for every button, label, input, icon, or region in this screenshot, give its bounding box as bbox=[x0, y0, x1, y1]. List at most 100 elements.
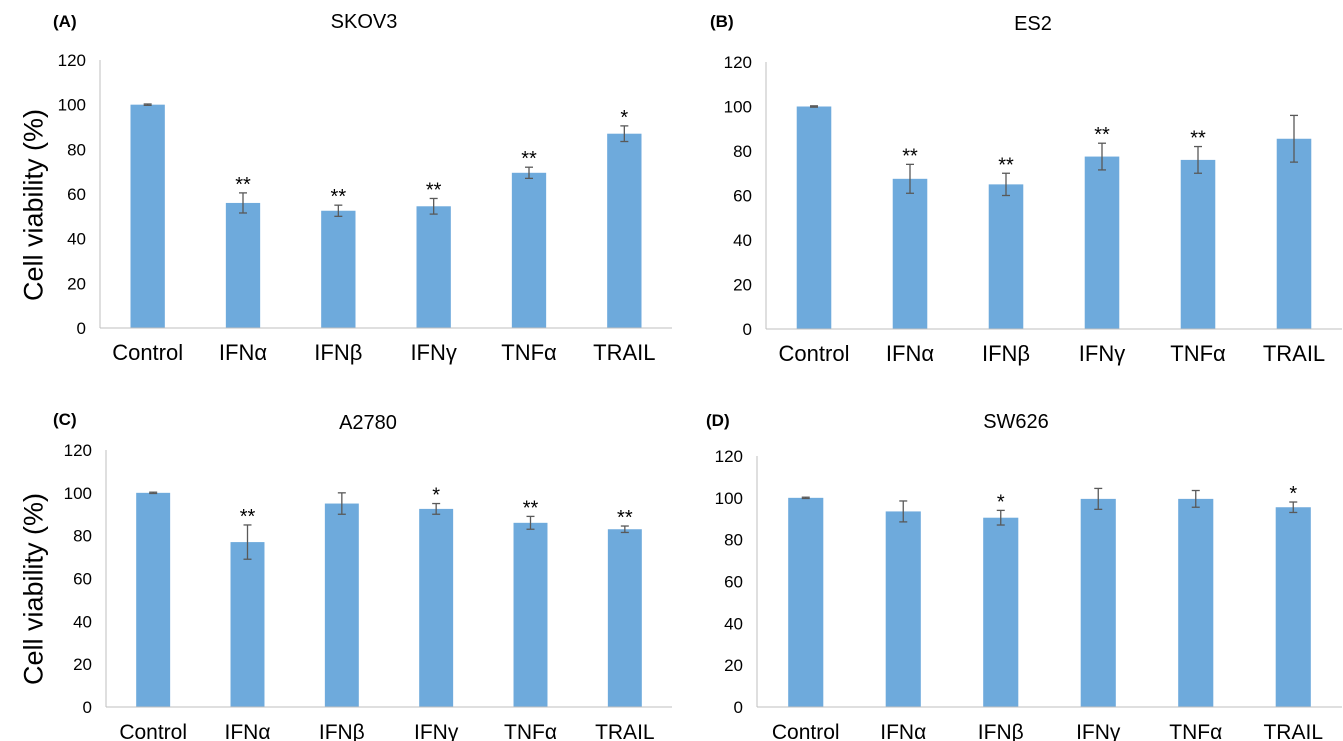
y-tick-label: 0 bbox=[743, 320, 752, 339]
significance-mark: ** bbox=[902, 145, 918, 167]
y-tick-label: 20 bbox=[733, 276, 752, 295]
error-bar bbox=[432, 502, 441, 515]
significance-mark: ** bbox=[235, 174, 251, 196]
bar-chart: 0 20 40 60 80 100 120 Control IFNα * IFNβ IFNγ TNFα *… bbox=[715, 447, 1342, 741]
x-tick-label: IFNβ bbox=[982, 341, 1030, 366]
y-tick-label: 100 bbox=[724, 98, 752, 117]
bar bbox=[136, 492, 171, 707]
x-tick-label: TRAIL bbox=[1263, 341, 1325, 366]
error-bar bbox=[1194, 145, 1202, 174]
x-tick-label: IFNα bbox=[880, 721, 926, 741]
x-tick-label: TNFα bbox=[501, 340, 557, 365]
y-tick-label: 0 bbox=[83, 698, 92, 717]
bar bbox=[1180, 159, 1216, 329]
bar bbox=[225, 202, 261, 328]
error-bar bbox=[620, 525, 629, 534]
error-bar bbox=[1002, 172, 1010, 197]
significance-mark: ** bbox=[426, 179, 442, 201]
error-bar bbox=[1191, 489, 1200, 508]
bar bbox=[607, 133, 642, 328]
error-bar bbox=[1290, 114, 1298, 163]
error-bar bbox=[429, 197, 438, 215]
bar bbox=[1080, 498, 1116, 707]
y-tick-label: 80 bbox=[67, 140, 86, 159]
significance-mark: ** bbox=[998, 154, 1014, 176]
x-tick-label: Control bbox=[112, 340, 183, 365]
bar bbox=[513, 522, 548, 707]
bar bbox=[607, 529, 642, 707]
bar bbox=[885, 511, 921, 707]
y-tick-label: 100 bbox=[715, 489, 743, 508]
y-tick-label: 120 bbox=[724, 53, 752, 72]
y-tick-label: 120 bbox=[58, 51, 86, 70]
x-tick-label: IFNβ bbox=[978, 721, 1024, 741]
error-bar bbox=[243, 524, 252, 560]
y-tick-label: 20 bbox=[67, 274, 86, 293]
x-tick-label: TNFα bbox=[1170, 341, 1226, 366]
y-tick-label: 40 bbox=[67, 230, 86, 249]
bar bbox=[321, 210, 356, 328]
y-tick-label: 60 bbox=[67, 185, 86, 204]
bar bbox=[419, 508, 454, 707]
bar bbox=[983, 517, 1019, 707]
x-tick-label: IFNγ bbox=[1079, 341, 1125, 366]
x-tick-label: IFNβ bbox=[314, 340, 362, 365]
y-tick-label: 80 bbox=[733, 142, 752, 161]
bar bbox=[324, 503, 359, 707]
error-bar bbox=[1094, 487, 1103, 510]
panel-b: (B) ES2 0 20 40 60 80 100 120 Control ** IFNα ** IF… bbox=[672, 0, 1343, 372]
significance-mark: ** bbox=[1190, 128, 1206, 150]
y-tick-label: 0 bbox=[77, 319, 86, 338]
error-bar bbox=[525, 166, 533, 180]
bar bbox=[892, 178, 928, 329]
bar-chart: 0 20 40 60 80 100 120 Control ** IFNα IFNβ * IFNγ ** T… bbox=[64, 441, 672, 741]
y-tick-label: 40 bbox=[724, 614, 743, 633]
x-tick-label: IFNγ bbox=[410, 340, 456, 365]
significance-mark: ** bbox=[240, 506, 256, 528]
bar bbox=[788, 497, 824, 707]
bar bbox=[416, 206, 451, 328]
y-tick-label: 20 bbox=[724, 656, 743, 675]
error-bar bbox=[334, 204, 343, 217]
panel-a: (A) SKOV3 Cell viability (%) 0 20 40 60 80 10… bbox=[0, 0, 672, 372]
bar bbox=[230, 542, 265, 707]
bar bbox=[1178, 498, 1214, 707]
significance-mark: * bbox=[997, 491, 1005, 513]
x-tick-label: IFNβ bbox=[319, 721, 365, 741]
y-tick-label: 40 bbox=[73, 612, 92, 631]
significance-mark: * bbox=[620, 107, 628, 129]
x-tick-label: Control bbox=[772, 721, 840, 741]
error-bar bbox=[1098, 142, 1106, 171]
bar bbox=[988, 184, 1024, 329]
error-bar bbox=[1289, 501, 1298, 514]
error-bar bbox=[239, 192, 247, 214]
panel-c: (C) A2780 Cell viability (%) 0 20 40 60 80 10… bbox=[0, 372, 672, 741]
significance-mark: ** bbox=[1094, 124, 1110, 146]
y-tick-label: 60 bbox=[733, 187, 752, 206]
x-tick-label: IFNα bbox=[225, 721, 271, 741]
y-tick-label: 80 bbox=[73, 527, 92, 546]
bar-chart: 0 20 40 60 80 100 120 Control ** IFNα ** IFNβ ** IFNγ… bbox=[724, 53, 1342, 366]
chart-title: SW626 bbox=[983, 411, 1049, 433]
panel-letter: (A) bbox=[53, 12, 77, 31]
y-tick-label: 20 bbox=[73, 655, 92, 674]
panel-letter: (C) bbox=[53, 410, 77, 429]
significance-mark: ** bbox=[617, 507, 633, 529]
significance-mark: ** bbox=[523, 497, 539, 519]
significance-mark: ** bbox=[521, 148, 537, 170]
error-bar bbox=[143, 103, 152, 106]
error-bar bbox=[996, 509, 1005, 526]
x-tick-label: IFNα bbox=[886, 341, 934, 366]
bar bbox=[1276, 138, 1312, 329]
y-tick-label: 0 bbox=[734, 698, 743, 717]
error-bar bbox=[810, 105, 818, 108]
bar bbox=[1275, 507, 1311, 707]
x-tick-label: TRAIL bbox=[1263, 721, 1323, 741]
panel-letter: (B) bbox=[710, 12, 734, 31]
y-tick-label: 100 bbox=[58, 96, 86, 115]
error-bar bbox=[526, 515, 535, 530]
y-tick-label: 100 bbox=[64, 484, 92, 503]
significance-mark: ** bbox=[331, 186, 347, 208]
error-bar bbox=[620, 125, 629, 143]
error-bar bbox=[337, 492, 346, 515]
